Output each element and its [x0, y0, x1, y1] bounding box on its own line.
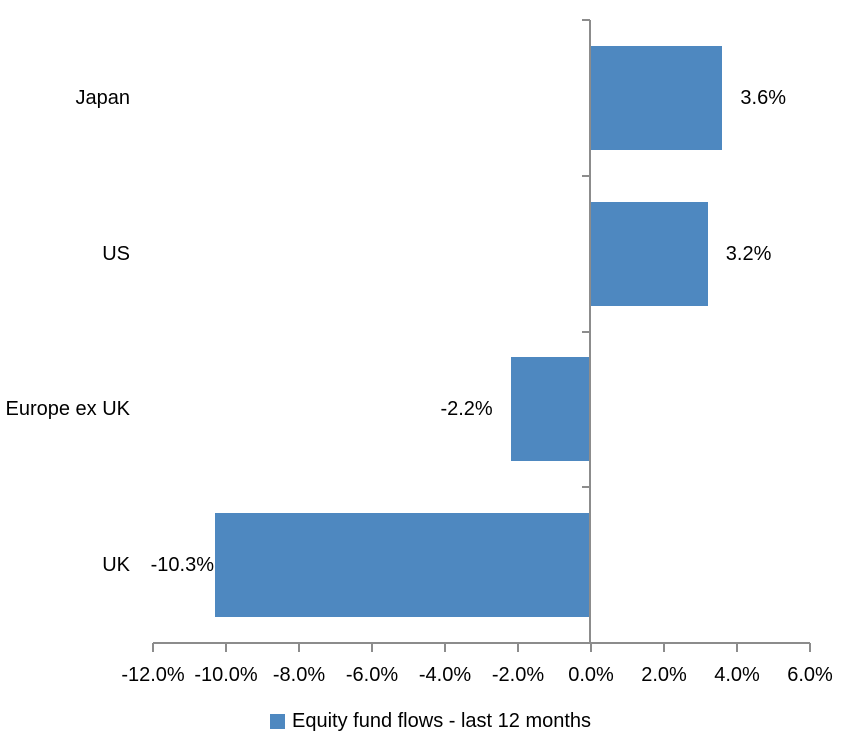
value-label: -2.2%: [440, 398, 493, 421]
band-tick: [582, 486, 590, 489]
axis-y: [589, 20, 591, 643]
value-label: 3.6%: [740, 86, 786, 109]
x-tick-label: 0.0%: [568, 664, 614, 686]
x-tick: [736, 643, 738, 652]
bar: [510, 357, 591, 462]
category-label: Europe ex UK: [5, 398, 130, 421]
x-tick: [152, 643, 154, 652]
chart-legend: Equity fund flows - last 12 months: [270, 708, 591, 734]
value-label: 3.2%: [725, 242, 772, 265]
x-tick: [444, 643, 446, 652]
x-tick: [371, 643, 373, 652]
band-tick: [582, 19, 590, 21]
x-tick-label: -6.0%: [345, 664, 399, 686]
x-tick-label: 4.0%: [714, 664, 760, 686]
x-tick: [663, 643, 665, 652]
category-label: UK: [102, 554, 130, 577]
legend-color-swatch: [270, 713, 285, 729]
x-tick: [298, 643, 300, 652]
x-tick: [517, 643, 519, 652]
x-tick: [225, 643, 227, 652]
category-label: Japan: [75, 86, 131, 109]
band-tick: [582, 174, 590, 177]
value-label: -10.3%: [150, 554, 214, 577]
x-tick: [809, 643, 811, 652]
x-tick-label: -4.0%: [418, 664, 472, 686]
x-tick-label: -2.0%: [491, 664, 545, 686]
x-tick-label: -8.0%: [272, 664, 326, 686]
bar: [215, 513, 591, 618]
category-label: US: [102, 242, 130, 265]
x-tick-label: -10.0%: [194, 664, 258, 686]
band-tick: [582, 330, 590, 333]
bar: [591, 45, 723, 150]
bar: [591, 201, 708, 306]
x-tick-label: -12.0%: [121, 664, 185, 686]
x-tick: [590, 643, 592, 652]
legend-label: Equity fund flows - last 12 months: [292, 710, 592, 732]
x-tick-label: 6.0%: [787, 664, 833, 686]
x-tick-label: 2.0%: [641, 664, 687, 686]
axis-x: [153, 642, 810, 644]
